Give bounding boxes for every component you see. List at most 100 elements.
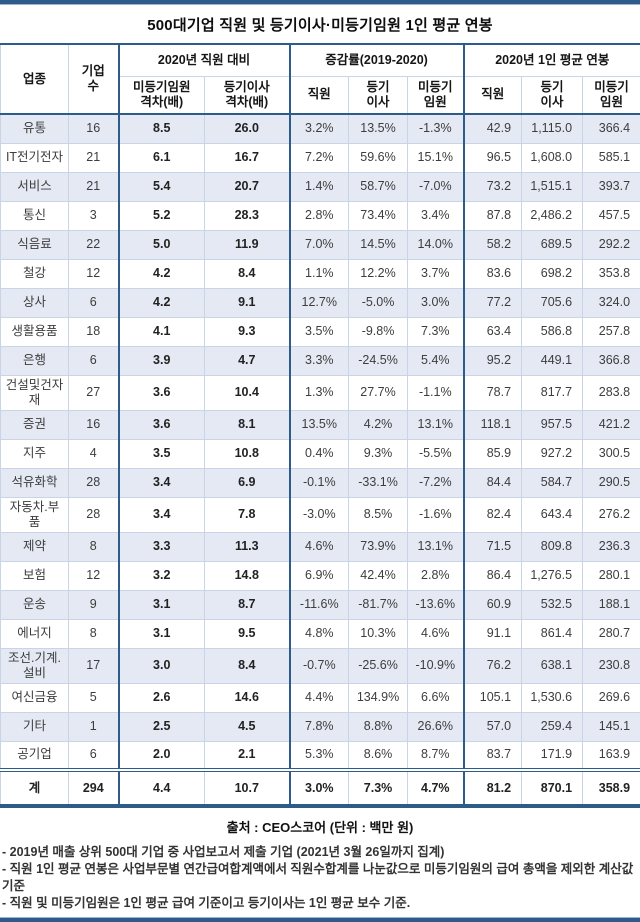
cell-pay-director: 861.4 <box>522 619 583 648</box>
cell-company-count: 4 <box>69 439 119 468</box>
cell-pay-director: 809.8 <box>522 532 583 561</box>
cell-industry: 에너지 <box>1 619 69 648</box>
cell-change-director: 8.8% <box>349 712 408 741</box>
cell-change-executive: 15.1% <box>408 143 464 172</box>
cell-gap-director: 10.4 <box>205 375 290 410</box>
cell-change-executive: -1.6% <box>408 497 464 532</box>
cell-pay-employee: 91.1 <box>464 619 522 648</box>
cell-gap-executive: 8.5 <box>119 114 205 143</box>
cell-pay-executive: 421.2 <box>583 410 640 439</box>
cell-change-executive: 7.3% <box>408 317 464 346</box>
cell-change-executive: 4.6% <box>408 619 464 648</box>
cell-change-employee: 0.4% <box>290 439 349 468</box>
cell-pay-employee: 42.9 <box>464 114 522 143</box>
cell-pay-director: 643.4 <box>522 497 583 532</box>
cell-industry: 제약 <box>1 532 69 561</box>
cell-pay-executive: 366.8 <box>583 346 640 375</box>
col-header-pay-director: 등기 이사 <box>522 76 583 114</box>
source-line: 출처 : CEO스코어 (단위 : 백만 원) <box>0 808 640 842</box>
cell-change-executive: -5.5% <box>408 439 464 468</box>
cell-gap-executive: 3.3 <box>119 532 205 561</box>
cell-gap-executive: 4.4 <box>119 770 205 806</box>
cell-pay-executive: 280.7 <box>583 619 640 648</box>
cell-change-director: 42.4% <box>349 561 408 590</box>
cell-change-director: -24.5% <box>349 346 408 375</box>
cell-company-count: 21 <box>69 172 119 201</box>
cell-pay-director: 705.6 <box>522 288 583 317</box>
cell-change-employee: -11.6% <box>290 590 349 619</box>
cell-pay-director: 698.2 <box>522 259 583 288</box>
cell-industry: 철강 <box>1 259 69 288</box>
cell-change-employee: 4.6% <box>290 532 349 561</box>
cell-pay-executive: 145.1 <box>583 712 640 741</box>
cell-change-director: 27.7% <box>349 375 408 410</box>
cell-pay-employee: 58.2 <box>464 230 522 259</box>
cell-pay-employee: 76.2 <box>464 648 522 683</box>
cell-pay-executive: 283.8 <box>583 375 640 410</box>
cell-industry: 조선.기계.설비 <box>1 648 69 683</box>
cell-change-employee: 7.8% <box>290 712 349 741</box>
cell-change-employee: 13.5% <box>290 410 349 439</box>
cell-gap-director: 10.7 <box>205 770 290 806</box>
cell-industry: 생활용품 <box>1 317 69 346</box>
cell-gap-executive: 3.6 <box>119 375 205 410</box>
cell-pay-director: 957.5 <box>522 410 583 439</box>
cell-change-director: -5.0% <box>349 288 408 317</box>
cell-pay-employee: 85.9 <box>464 439 522 468</box>
cell-change-executive: 6.6% <box>408 683 464 712</box>
cell-industry: 식음료 <box>1 230 69 259</box>
cell-gap-executive: 2.6 <box>119 683 205 712</box>
cell-change-director: 12.2% <box>349 259 408 288</box>
cell-industry: 통신 <box>1 201 69 230</box>
cell-change-director: 10.3% <box>349 619 408 648</box>
cell-gap-director: 8.4 <box>205 259 290 288</box>
cell-gap-director: 26.0 <box>205 114 290 143</box>
cell-change-employee: 1.3% <box>290 375 349 410</box>
cell-pay-employee: 57.0 <box>464 712 522 741</box>
bottom-divider <box>0 917 640 922</box>
cell-pay-executive: 276.2 <box>583 497 640 532</box>
cell-change-employee: 4.8% <box>290 619 349 648</box>
cell-pay-director: 870.1 <box>522 770 583 806</box>
cell-gap-executive: 3.2 <box>119 561 205 590</box>
cell-company-count: 3 <box>69 201 119 230</box>
cell-pay-employee: 82.4 <box>464 497 522 532</box>
col-header-industry: 업종 <box>1 44 69 114</box>
cell-industry: 지주 <box>1 439 69 468</box>
cell-industry: 자동차.부품 <box>1 497 69 532</box>
cell-pay-director: 638.1 <box>522 648 583 683</box>
cell-pay-executive: 280.1 <box>583 561 640 590</box>
footnote-line: - 2019년 매출 상위 500대 기업 중 사업보고서 제출 기업 (202… <box>2 844 638 860</box>
cell-change-employee: 2.8% <box>290 201 349 230</box>
cell-gap-executive: 3.4 <box>119 497 205 532</box>
cell-industry: 보험 <box>1 561 69 590</box>
cell-change-executive: 3.4% <box>408 201 464 230</box>
cell-industry: 상사 <box>1 288 69 317</box>
cell-pay-director: 586.8 <box>522 317 583 346</box>
cell-gap-executive: 4.2 <box>119 259 205 288</box>
cell-company-count: 6 <box>69 288 119 317</box>
cell-pay-executive: 585.1 <box>583 143 640 172</box>
cell-pay-director: 1,608.0 <box>522 143 583 172</box>
cell-change-executive: 2.8% <box>408 561 464 590</box>
cell-change-executive: -1.1% <box>408 375 464 410</box>
cell-change-executive: 4.7% <box>408 770 464 806</box>
cell-pay-director: 259.4 <box>522 712 583 741</box>
cell-gap-executive: 4.1 <box>119 317 205 346</box>
total-row: 계 294 4.4 10.7 3.0% 7.3% 4.7% 81.2 870.1… <box>1 770 640 806</box>
cell-change-director: 8.5% <box>349 497 408 532</box>
cell-change-employee: 7.2% <box>290 143 349 172</box>
cell-gap-director: 9.5 <box>205 619 290 648</box>
cell-company-count: 9 <box>69 590 119 619</box>
cell-change-employee: 1.1% <box>290 259 349 288</box>
cell-pay-executive: 324.0 <box>583 288 640 317</box>
footnote-line: - 직원 및 미등기임원은 1인 평균 급여 기준이고 등기이사는 1인 평균 … <box>2 895 638 911</box>
